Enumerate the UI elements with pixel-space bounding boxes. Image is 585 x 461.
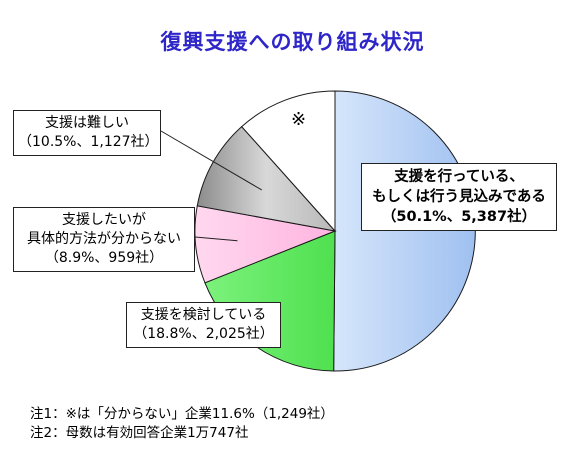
slice-label-line: （10.5%、1,127社） [18,134,159,150]
leader-line-method-unknown [194,236,238,242]
slice-label-line: （8.9%、959社） [44,250,164,266]
leader-line-difficult [160,130,262,191]
slice-label-line: （50.1%、5,387社） [381,209,537,225]
slice-label-line: もしくは行う見込みである [372,189,546,205]
note-1: 注1：※は「分からない」企業11.6%（1,249社） [30,406,334,422]
slice-label-line: 支援したいが [62,212,146,228]
slice-label-line: 具体的方法が分からない [27,231,181,247]
pie-slice-difficult [196,125,337,232]
chart-title: 復興支援への取り組み状況 [160,30,425,54]
pie-slice-unknown [240,90,336,233]
slice-label-unknown-mark: ※ [291,109,307,130]
slice-label-line: 支援を検討している [140,307,267,323]
note-2: 注2：母数は有効回答企業1万747社 [30,425,249,441]
slice-label-supporting: 支援を行っている、 もしくは行う見込みである （50.1%、5,387社） [361,163,557,231]
slice-label-method-unknown: 支援したいが 具体的方法が分からない （8.9%、959社） [13,207,195,272]
slice-label-line: （18.8%、2,025社） [133,326,274,342]
slice-label-line: 支援を行っている、 [394,169,524,185]
slice-label-difficult: 支援は難しい （10.5%、1,127社） [13,110,161,156]
slice-label-considering: 支援を検討している （18.8%、2,025社） [126,302,281,348]
slice-label-line: 支援は難しい [45,115,129,131]
